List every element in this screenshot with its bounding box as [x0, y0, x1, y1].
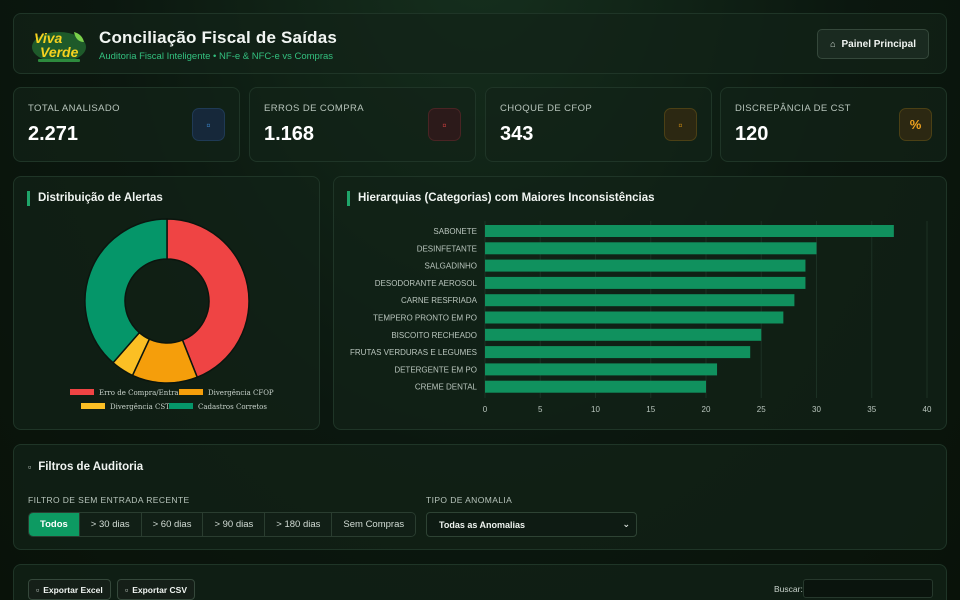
box-icon: ▫ — [192, 108, 225, 141]
stat-card-total: TOTAL ANALISADO 2.271 ▫ — [13, 87, 240, 162]
anomaly-type-select[interactable]: Todas as Anomalias ⌄ — [426, 512, 637, 537]
entry-filter-30[interactable]: > 30 dias — [79, 513, 142, 536]
category-label-6: BISCOITO RECHEADO — [391, 331, 477, 340]
legend-label-2: Divergência CST — [110, 403, 170, 411]
filters-title-label: Filtros de Auditoria — [38, 461, 144, 473]
bar-5[interactable] — [485, 311, 784, 324]
x-tick-label-1: 5 — [538, 405, 543, 414]
donut-chart-title: Distribuição de Alertas — [27, 191, 163, 206]
category-label-7: FRUTAS VERDURAS E LEGUMES — [350, 348, 477, 357]
home-icon: ⌂ — [830, 39, 836, 49]
category-label-0: SABONETE — [433, 227, 477, 236]
category-label-2: SALGADINHO — [425, 262, 477, 271]
bar-7[interactable] — [485, 346, 751, 359]
legend-swatch-3 — [169, 403, 193, 409]
bar-0[interactable] — [485, 225, 894, 237]
bar-3[interactable] — [485, 276, 806, 289]
bar-4[interactable] — [485, 294, 795, 307]
category-label-5: TEMPERO PRONTO EM PO — [373, 314, 477, 323]
table-toolbar: ▫ Exportar Excel ▫ Exportar CSV Buscar: — [13, 564, 947, 600]
app-header: Viva Verde Conciliação Fiscal de Saídas … — [13, 13, 947, 74]
viva-verde-logo: Viva Verde — [32, 30, 86, 62]
main-panel-button-label: Painel Principal — [841, 38, 916, 50]
bar-9[interactable] — [485, 380, 706, 393]
filters-title: ▫ Filtros de Auditoria — [28, 461, 143, 473]
export-excel-label: Exportar Excel — [43, 584, 103, 595]
svg-text:Viva: Viva — [34, 30, 62, 46]
entry-filter-all[interactable]: Todos — [29, 513, 80, 536]
x-tick-label-2: 10 — [591, 405, 600, 414]
category-label-9: CREME DENTAL — [415, 383, 478, 392]
entry-filter-segmented: Todos > 30 dias > 60 dias > 90 dias > 18… — [28, 512, 417, 537]
search-label: Buscar: — [774, 584, 803, 594]
donut-slice-0[interactable] — [166, 218, 250, 379]
category-label-1: DESINFETANTE — [417, 244, 477, 253]
x-tick-label-0: 0 — [483, 405, 488, 414]
category-label-4: CARNE RESFRIADA — [401, 296, 478, 305]
export-csv-button[interactable]: ▫ Exportar CSV — [117, 579, 195, 600]
x-tick-label-3: 15 — [646, 405, 655, 414]
legend-label-1: Divergência CFOP — [208, 389, 274, 397]
csv-icon: ▫ — [125, 584, 129, 595]
stat-label: CHOQUE DE CFOP — [500, 103, 593, 114]
filter-icon: ▫ — [28, 462, 32, 472]
stat-label: ERROS DE COMPRA — [264, 103, 364, 114]
stat-label: TOTAL ANALISADO — [28, 103, 120, 114]
entry-filter-no-purchases[interactable]: Sem Compras — [332, 513, 416, 536]
x-icon: ▫ — [428, 108, 461, 141]
bar-1[interactable] — [485, 242, 817, 255]
main-panel-button[interactable]: ⌂ Painel Principal — [817, 29, 929, 59]
stat-card-purchase-errors: ERROS DE COMPRA 1.168 ▫ — [249, 87, 476, 162]
x-tick-label-8: 40 — [923, 405, 932, 414]
category-label-8: DETERGENTE EM PO — [394, 365, 477, 374]
legend-label-3: Cadastros Corretos — [198, 403, 267, 411]
stat-card-cst: DISCREPÂNCIA DE CST 120 % — [720, 87, 947, 162]
stat-value: 2.271 — [28, 123, 79, 145]
alerts-distribution-card: Erro de Compra/Entrada Divergência CFOP Di… — [13, 176, 320, 430]
stat-value: 1.168 — [264, 123, 315, 145]
categories-bar-chart: 0 5 10 15 20 25 30 35 40 SABONETE DESINFETANTE SALG… — [350, 221, 932, 414]
search-input[interactable] — [803, 579, 933, 598]
excel-icon: ▫ — [36, 584, 40, 595]
alerts-donut-chart: Erro de Compra/Entrada Divergência CFOP Di… — [70, 218, 274, 411]
x-tick-label-6: 30 — [812, 405, 821, 414]
legend-swatch-2 — [81, 403, 105, 409]
x-tick-label-7: 35 — [867, 405, 876, 414]
entry-filter-180[interactable]: > 180 dias — [265, 513, 333, 536]
stat-value: 343 — [500, 123, 534, 145]
categories-inconsistency-card: 0 5 10 15 20 25 30 35 40 SABONETE DESINFETANTE SALG… — [333, 176, 947, 430]
page-subtitle: Auditoria Fiscal Inteligente • NF-e & NF… — [99, 51, 334, 62]
chevron-down-icon: ⌄ — [622, 519, 630, 529]
stat-card-cfop: CHOQUE DE CFOP 343 ▫ — [485, 87, 712, 162]
stat-value: 120 — [735, 123, 769, 145]
svg-text:Verde: Verde — [40, 44, 79, 60]
bar-chart-title: Hierarquias (Categorias) com Maiores Inc… — [347, 191, 655, 206]
anomaly-type-label: TIPO DE ANOMALIA — [426, 495, 513, 505]
bar-2[interactable] — [485, 259, 806, 272]
bar-6[interactable] — [485, 328, 762, 341]
entry-filter-60[interactable]: > 60 dias — [141, 513, 204, 536]
warning-icon: ▫ — [664, 108, 697, 141]
legend-label-0: Erro de Compra/Entrada — [99, 389, 187, 397]
x-tick-label-4: 20 — [702, 405, 711, 414]
stat-label: DISCREPÂNCIA DE CST — [735, 103, 851, 114]
legend-swatch-0 — [70, 389, 94, 395]
audit-filters-panel: ▫ Filtros de Auditoria FILTRO DE SEM ENT… — [13, 444, 947, 550]
donut-slice-3[interactable] — [84, 218, 168, 364]
x-tick-label-5: 25 — [757, 405, 766, 414]
page-title: Conciliação Fiscal de Saídas — [99, 28, 338, 47]
entry-filter-90[interactable]: > 90 dias — [203, 513, 266, 536]
export-csv-label: Exportar CSV — [132, 584, 187, 595]
percent-icon: % — [899, 108, 932, 141]
entry-filter-label: FILTRO DE SEM ENTRADA RECENTE — [28, 495, 190, 505]
legend-swatch-1 — [179, 389, 203, 395]
category-label-3: DESODORANTE AEROSOL — [375, 279, 478, 288]
export-excel-button[interactable]: ▫ Exportar Excel — [28, 579, 111, 600]
anomaly-type-value: Todas as Anomalias — [439, 519, 526, 530]
bar-8[interactable] — [485, 363, 718, 376]
